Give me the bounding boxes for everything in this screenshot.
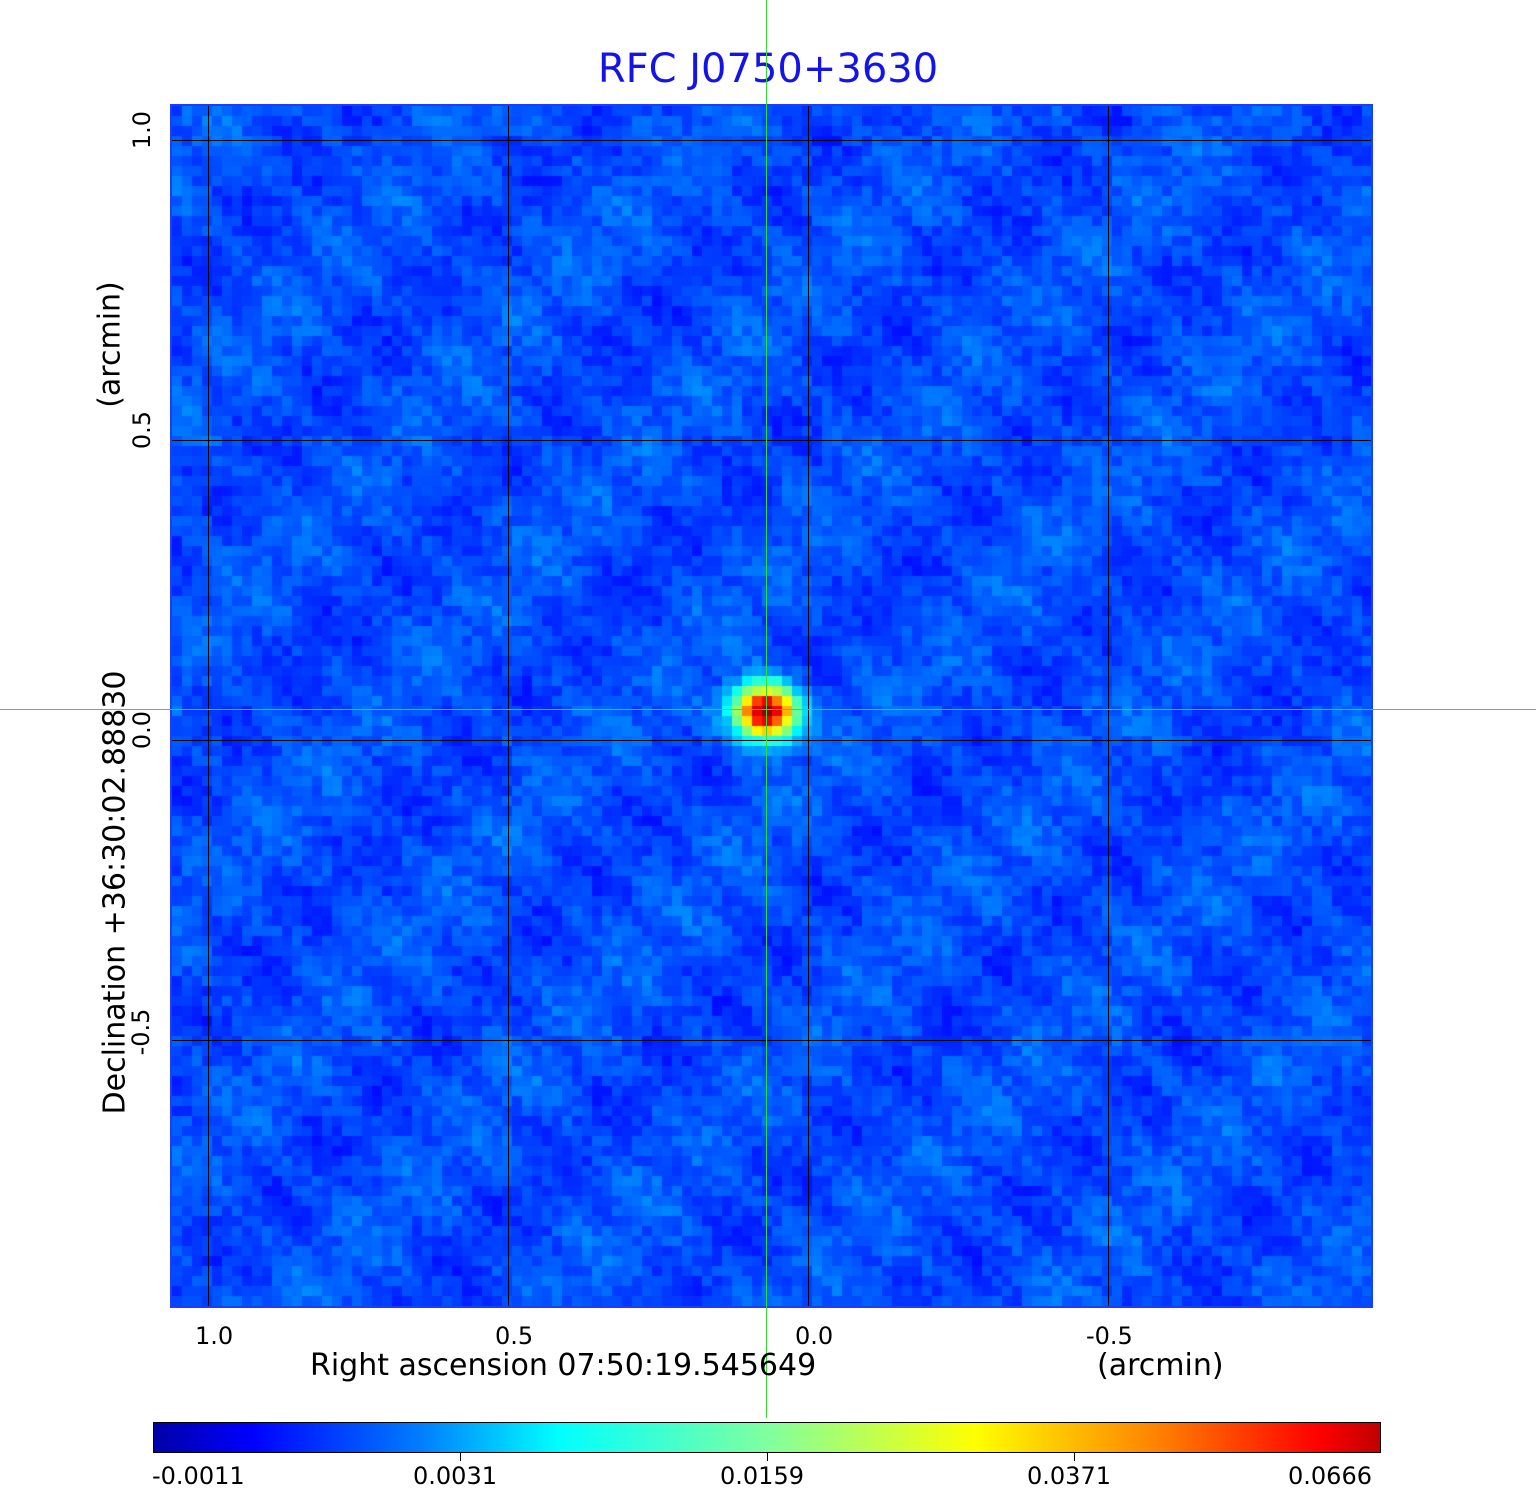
colorbar-tick-label: 0.0031: [413, 1462, 497, 1490]
gridline-x-0.5: [508, 106, 509, 1306]
gridline-x-0.0: [808, 106, 809, 1306]
x-axis-label: Right ascension 07:50:19.545649: [310, 1348, 817, 1383]
x-tick-label: 0.0: [795, 1322, 834, 1350]
gridline-y-1.0: [172, 140, 1371, 141]
colorbar-tick-label: 0.0666: [1288, 1462, 1372, 1490]
gridline-y-0.5: [172, 440, 1371, 441]
gridline-x--0.5: [1108, 106, 1109, 1306]
y-axis-label: Declination +36:30:02.88830: [97, 670, 133, 1115]
colorbar-tick: [767, 1453, 768, 1461]
x-tick-label: 1.0: [195, 1322, 234, 1350]
chart-title: RFC J0750+3630: [597, 46, 939, 92]
colorbar-tick: [460, 1453, 461, 1461]
colorbar-tick-label: 0.0371: [1027, 1462, 1111, 1490]
x-tick-label: 0.5: [495, 1322, 534, 1350]
colorbar-tick-label: 0.0159: [720, 1462, 804, 1490]
gridline-y--0.5: [172, 1040, 1371, 1041]
y-tick-label: 1.0: [128, 110, 156, 150]
x-axis-unit: (arcmin): [1097, 1348, 1224, 1383]
colorbar-tick-label: -0.0011: [152, 1462, 245, 1490]
y-tick-label: 0.5: [128, 410, 156, 450]
x-tick-label: -0.5: [1086, 1322, 1133, 1350]
intensity-map: [172, 106, 1371, 1306]
gridline-x-1.0: [208, 106, 209, 1306]
gridline-y-0.0: [172, 740, 1371, 741]
y-axis-unit: (arcmin): [92, 281, 128, 408]
crosshair-horizontal: [0, 709, 1536, 710]
colorbar: [153, 1422, 1381, 1453]
colorbar-tick: [1074, 1453, 1075, 1461]
sky-image[interactable]: [170, 104, 1373, 1308]
